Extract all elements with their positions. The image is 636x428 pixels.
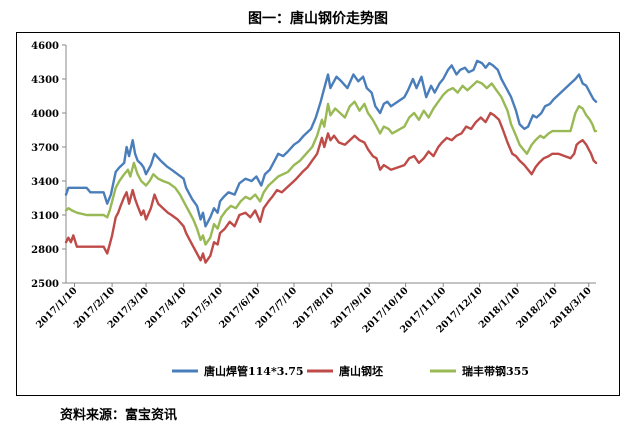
source-note: 资料来源：富宝资讯 [60, 408, 178, 423]
y-tick-label: 2800 [31, 245, 59, 256]
series-line-3 [64, 80, 598, 246]
y-axis: 2500 2800 3100 3400 3700 4000 4300 4600 [31, 41, 67, 290]
chart-frame [16, 32, 620, 396]
series-line-2 [64, 111, 598, 264]
y-tick-label: 4300 [31, 75, 59, 86]
y-tick-label: 2500 [31, 279, 59, 290]
y-tick-label: 3100 [31, 211, 59, 222]
y-tick-label: 4000 [31, 109, 59, 120]
series-lines [64, 59, 598, 264]
x-axis: 2017/1/102017/2/102017/3/102017/4/102017… [34, 282, 596, 335]
y-tick-label: 3400 [31, 177, 59, 188]
series-line-1 [64, 59, 598, 228]
legend-label-1: 唐山焊管114*3.75 [204, 364, 304, 378]
chart-title: 图一：唐山钢价走势图 [248, 11, 388, 27]
legend-label-2: 唐山钢坯 [339, 364, 383, 378]
y-tick-label: 3700 [31, 143, 59, 154]
legend-label-3: 瑞丰带钢355 [462, 364, 529, 378]
legend: 唐山焊管114*3.75 唐山钢坯 瑞丰带钢355 [172, 364, 529, 378]
y-tick-label: 4600 [31, 41, 59, 52]
